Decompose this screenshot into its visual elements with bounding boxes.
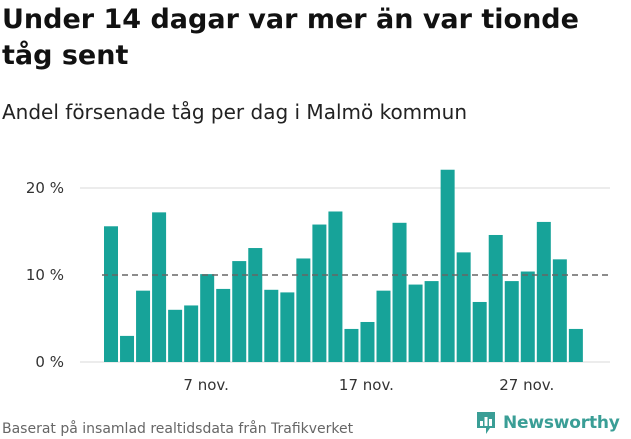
bar[interactable] (200, 274, 215, 362)
bar[interactable] (536, 221, 551, 362)
bar[interactable] (456, 252, 471, 362)
brand-name: Newsworthy (503, 413, 620, 433)
bar[interactable] (184, 305, 199, 362)
bar[interactable] (520, 271, 535, 362)
bar[interactable] (424, 281, 439, 362)
bar[interactable] (360, 321, 375, 362)
bar[interactable] (280, 292, 295, 362)
bar[interactable] (248, 248, 263, 362)
bar[interactable] (408, 284, 423, 362)
source-note: Baserat på insamlad realtidsdata från Tr… (2, 421, 354, 437)
bar[interactable] (472, 301, 487, 362)
y-axis-labels: 0 % 10 % 20 % (26, 179, 64, 371)
bar[interactable] (152, 212, 167, 362)
bar[interactable] (344, 328, 359, 362)
y-tick-label: 10 % (26, 266, 64, 284)
bar[interactable] (296, 258, 311, 362)
bar[interactable] (552, 259, 567, 362)
bar[interactable] (568, 328, 583, 362)
chart-subtitle: Andel försenade tåg per dag i Malmö komm… (2, 100, 467, 124)
x-axis-labels: 7 nov. 17 nov. 27 nov. (183, 376, 554, 394)
bar[interactable] (392, 222, 407, 362)
bar[interactable] (216, 288, 231, 362)
newsworthy-logo[interactable]: Newsworthy (475, 409, 620, 437)
bar[interactable] (440, 169, 455, 362)
chart-title: Under 14 dagar var mer än var tionde tåg… (2, 4, 579, 71)
x-tick-label: 17 nov. (339, 376, 394, 394)
bar[interactable] (104, 226, 118, 362)
bar[interactable] (136, 290, 151, 362)
bar[interactable] (264, 289, 279, 362)
bar[interactable] (504, 281, 519, 362)
bar[interactable] (312, 224, 327, 362)
newsworthy-logo-icon (477, 412, 495, 434)
bar[interactable] (232, 261, 247, 362)
bar-chart: 0 % 10 % 20 % 7 nov. 17 nov. 27 nov. (26, 169, 610, 394)
x-tick-label: 7 nov. (183, 376, 228, 394)
bar[interactable] (328, 211, 343, 362)
bar[interactable] (168, 309, 183, 362)
bar[interactable] (376, 290, 391, 362)
bars (104, 169, 583, 362)
bar[interactable] (488, 234, 503, 362)
bar[interactable] (120, 335, 135, 362)
y-tick-label: 20 % (26, 179, 64, 197)
y-tick-label: 0 % (35, 353, 64, 371)
x-tick-label: 27 nov. (499, 376, 554, 394)
